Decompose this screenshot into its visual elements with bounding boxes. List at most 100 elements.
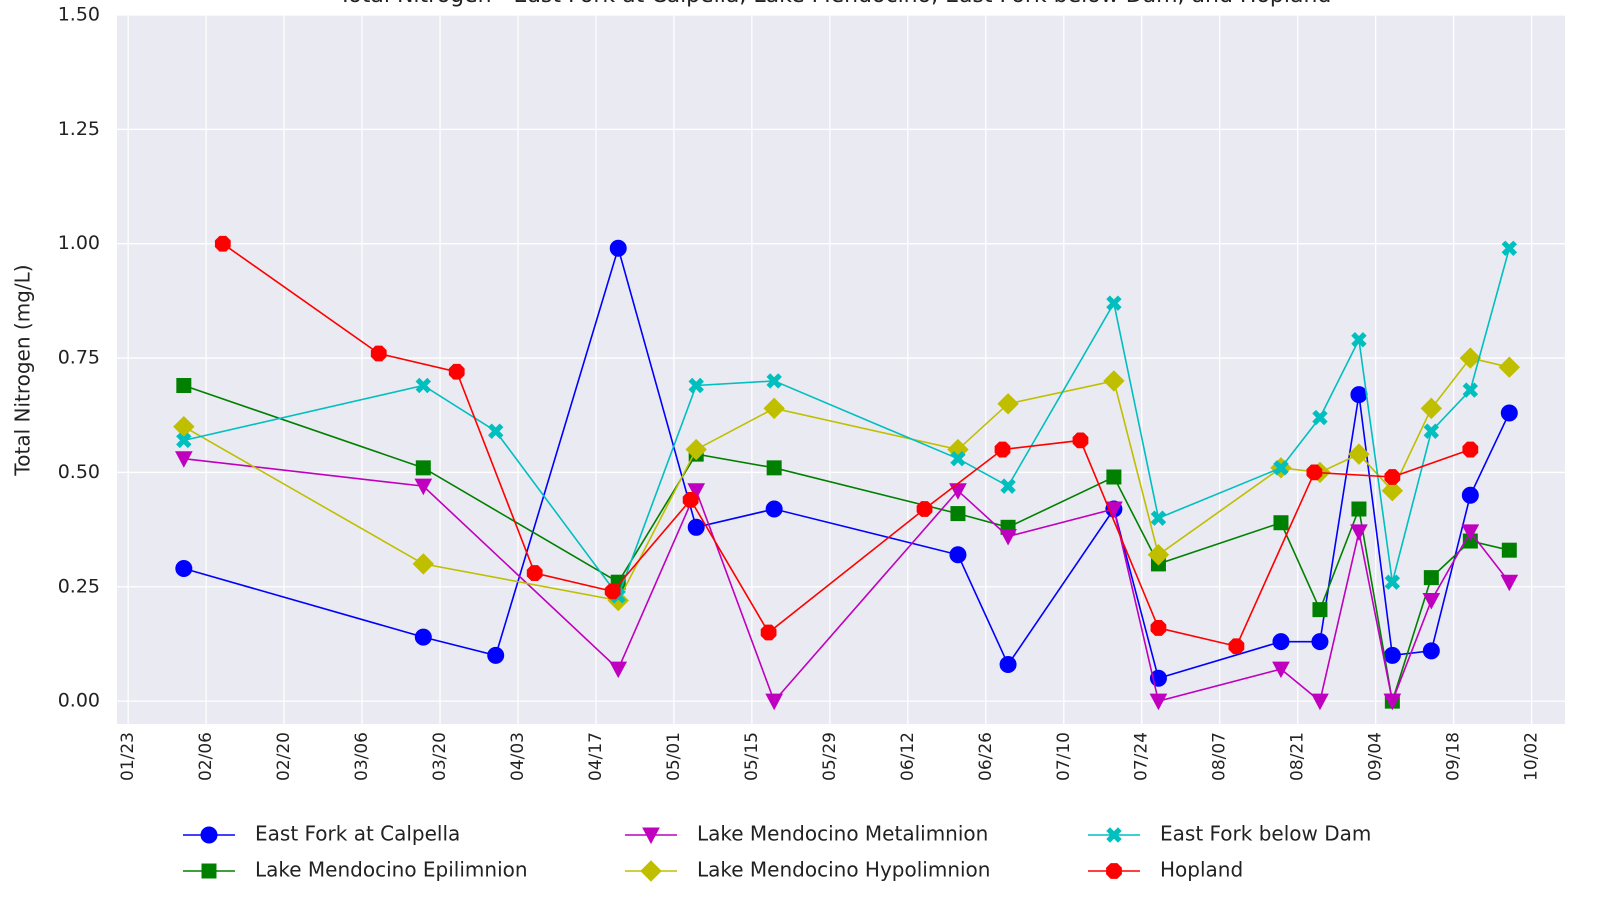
x-tick-label: 03/06 [352,732,372,781]
series-line [183,384,1510,702]
legend-marker [1106,827,1122,843]
legend-label: East Fork at Calpella [255,822,460,846]
x-tick-label: 05/29 [820,732,840,781]
legend-label: Lake Mendocino Epilimnion [255,858,528,882]
data-point [370,345,387,362]
data-point [1272,661,1290,679]
data-point [1459,347,1482,369]
data-point [488,423,504,439]
data-point [1312,602,1328,618]
x-tick-label: 09/04 [1366,732,1386,781]
data-point [765,500,783,518]
y-tick-label: 0.75 [58,347,100,369]
data-point [604,583,621,600]
data-point [1501,542,1517,558]
chart-title: Total Nitrogen - East Fork at Calpella, … [338,0,1332,8]
x-tick-label: 08/07 [1210,732,1230,781]
data-point [1311,633,1329,651]
data-point [1000,478,1016,494]
data-point [1384,469,1401,485]
x-tick-label: 06/12 [898,732,918,781]
data-point [1273,515,1289,531]
x-tick-label: 10/02 [1522,732,1542,781]
data-point [1103,370,1125,392]
legend-marker [640,860,662,882]
y-tick-label: 0.25 [58,575,100,597]
x-tick-label: 04/17 [586,732,606,781]
y-tick-label: 1.00 [58,232,100,254]
data-point [1383,693,1402,711]
data-point [688,377,704,394]
data-point [1228,638,1245,655]
data-point [766,460,782,476]
data-point [1150,510,1167,526]
data-point [682,491,699,508]
data-point [1498,356,1521,378]
data-point [1350,524,1368,541]
x-tick-label: 02/06 [196,732,216,781]
x-tick-label: 05/15 [742,732,762,781]
data-point [687,483,706,500]
data-point [609,661,628,679]
data-point [950,450,966,467]
legend-label: Lake Mendocino Metalimnion [697,822,988,846]
x-tick-label: 05/01 [664,732,684,781]
x-tick-label: 06/26 [976,732,996,781]
data-point [916,501,933,517]
y-tick-label: 1.25 [58,118,100,140]
data-point [214,235,231,252]
data-point [1422,642,1440,660]
data-point [999,656,1017,674]
data-point [994,441,1011,458]
data-point [999,528,1017,546]
data-point [685,438,707,461]
data-point [1423,423,1440,439]
data-point [173,415,195,438]
data-point [949,546,967,564]
data-point [174,451,193,468]
legend-label: Lake Mendocino Hypolimnion [697,858,990,882]
data-point [1500,574,1519,592]
legend-label: East Fork below Dam [1160,822,1371,846]
plot-area [117,15,1565,724]
data-point [412,553,435,575]
data-point [415,460,431,476]
data-point [1461,486,1479,504]
y-tick-label: 0.50 [58,461,100,483]
y-tick-label: 1.50 [58,4,100,26]
data-point [487,646,505,664]
legend-marker [642,827,660,845]
data-point [1147,544,1170,566]
x-tick-label: 03/20 [430,732,450,781]
data-point [1462,441,1479,458]
legend-marker [201,863,217,879]
data-point [176,378,192,394]
data-point [1106,469,1122,485]
data-point [997,393,1019,415]
data-point [1272,633,1290,651]
data-point [760,624,777,641]
data-point [1351,332,1367,348]
data-point [175,559,193,577]
data-point [414,628,432,646]
data-point [763,397,785,420]
y-tick-label: 0.00 [58,690,100,712]
data-point [1423,570,1439,586]
data-point [1462,382,1479,398]
data-point [1150,620,1167,636]
data-point [687,518,705,536]
series-line [183,357,1510,602]
data-point [1422,592,1441,610]
legend-marker [200,826,218,844]
data-point [950,506,966,522]
legend-marker [1106,863,1122,879]
data-point [1384,574,1401,590]
y-axis-label: Total Nitrogen (mg/L) [11,264,35,476]
series-line [183,457,1510,704]
data-point [415,377,432,394]
data-point [1106,295,1122,311]
data-point [1383,646,1401,664]
data-point [414,478,433,496]
